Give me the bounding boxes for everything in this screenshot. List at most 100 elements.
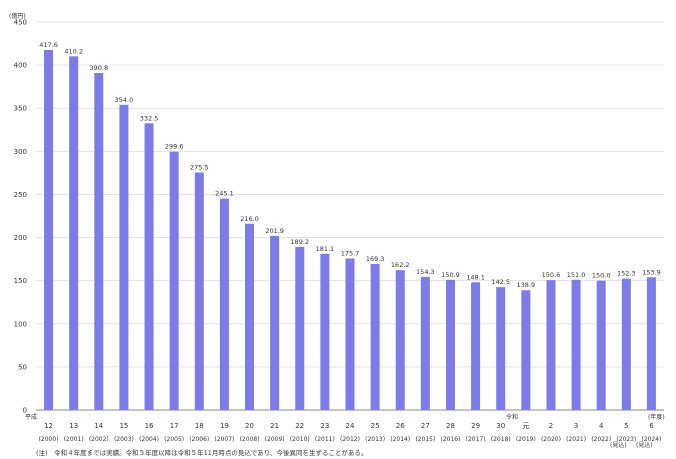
footnote: (注) 令和４年度までは実績。令和５年度以降は令和５年11月時点の見込であり、今… bbox=[36, 448, 368, 457]
x-tick-label: 18 bbox=[195, 422, 204, 430]
y-tick-label: 300 bbox=[14, 148, 27, 156]
data-label: 169.3 bbox=[366, 255, 385, 263]
data-label: 245.1 bbox=[215, 190, 234, 198]
x-year-label: (2005) bbox=[164, 436, 184, 443]
x-year-label: (2011) bbox=[315, 436, 335, 443]
x-tick-label: 6 bbox=[649, 422, 654, 430]
x-tick-label: 29 bbox=[471, 422, 480, 430]
x-year-label: (2018) bbox=[491, 436, 511, 443]
bar bbox=[445, 279, 455, 410]
data-label: 154.3 bbox=[416, 268, 435, 276]
data-label: 175.7 bbox=[341, 250, 360, 258]
bar bbox=[295, 246, 305, 410]
data-label: 201.9 bbox=[265, 227, 284, 235]
x-tick-label: 20 bbox=[245, 422, 254, 430]
data-label: 299.6 bbox=[165, 143, 184, 151]
data-label: 150.6 bbox=[542, 271, 561, 279]
data-label: 142.5 bbox=[491, 278, 510, 286]
estimate-mark-2023: (見込) bbox=[610, 441, 627, 449]
bar bbox=[119, 104, 129, 411]
x-tick-label: 22 bbox=[295, 422, 304, 430]
x-tick-label: 2 bbox=[549, 422, 553, 430]
bar bbox=[245, 223, 255, 410]
x-year-label: (2019) bbox=[516, 436, 536, 443]
gridlines bbox=[36, 21, 664, 411]
y-tick-label: 0 bbox=[23, 407, 27, 415]
data-label: 181.1 bbox=[316, 245, 335, 253]
bars: 417.6 410.2 390.8 354.0 332.5 299.6 275.5 245.1… bbox=[39, 41, 661, 411]
bar bbox=[621, 278, 631, 410]
x-year-label: (2016) bbox=[441, 436, 461, 443]
data-label: 390.8 bbox=[89, 64, 108, 72]
bar bbox=[169, 151, 179, 410]
x-year-label: (2006) bbox=[189, 436, 209, 443]
bar bbox=[270, 235, 280, 410]
x-tick-label: 12 bbox=[44, 422, 53, 430]
x-tick-label: 元 bbox=[522, 422, 529, 430]
x-year-label: (2022) bbox=[591, 436, 611, 443]
bar bbox=[496, 287, 506, 410]
era-label-reiwa: 令和 bbox=[506, 413, 518, 421]
era-label-heisei: 平成 bbox=[25, 413, 37, 421]
x-tick-label: 26 bbox=[396, 422, 405, 430]
data-label: 151.0 bbox=[567, 271, 586, 279]
x-tick-label: 3 bbox=[574, 422, 578, 430]
x-year-label: (2023) bbox=[616, 436, 636, 443]
y-tick-label: 350 bbox=[14, 105, 27, 113]
data-label: 138.9 bbox=[517, 281, 536, 289]
data-label: 216.0 bbox=[240, 215, 259, 223]
x-year-label: (2024) bbox=[641, 436, 661, 443]
data-label: 152.3 bbox=[617, 270, 636, 278]
data-label: 417.6 bbox=[39, 41, 58, 49]
x-tick-label: 30 bbox=[496, 422, 505, 430]
x-year-label: (2010) bbox=[290, 436, 310, 443]
bar bbox=[546, 280, 556, 410]
x-tick-label: 23 bbox=[320, 422, 329, 430]
bar bbox=[44, 49, 54, 410]
data-label: 150.9 bbox=[441, 271, 460, 279]
data-label: 189.2 bbox=[290, 238, 309, 246]
y-tick-label: 50 bbox=[18, 363, 27, 371]
estimate-mark-2024: (見込) bbox=[636, 441, 653, 449]
y-tick-label: 100 bbox=[14, 320, 27, 328]
x-year-label: (2013) bbox=[365, 436, 385, 443]
y-axis-label: (億円) bbox=[9, 12, 26, 20]
x-tick-label: 21 bbox=[270, 422, 279, 430]
y-tick-label: 400 bbox=[14, 62, 27, 70]
bar bbox=[219, 198, 229, 410]
x-year-label: (2021) bbox=[566, 436, 586, 443]
x-tick-label: 17 bbox=[170, 422, 179, 430]
bar bbox=[144, 123, 154, 411]
x-year-label: (2002) bbox=[89, 436, 109, 443]
bar bbox=[571, 279, 581, 410]
bar bbox=[320, 253, 330, 410]
x-year-label: (2007) bbox=[214, 436, 234, 443]
x-tick-label: 5 bbox=[624, 422, 628, 430]
bar bbox=[521, 290, 531, 410]
bar bbox=[395, 270, 405, 410]
y-tick-label: 150 bbox=[14, 277, 27, 285]
x-tick-label: 16 bbox=[145, 422, 154, 430]
bar bbox=[345, 258, 355, 410]
data-label: 354.0 bbox=[115, 96, 134, 104]
y-axis-ticks: 0 50 100 150 200 250 300 350 400 450 bbox=[14, 19, 27, 415]
x-year-label: (2009) bbox=[265, 436, 285, 443]
data-label: 332.5 bbox=[140, 114, 159, 122]
x-tick-label: 19 bbox=[220, 422, 229, 430]
data-label: 410.2 bbox=[64, 47, 83, 55]
bar bbox=[420, 276, 430, 410]
y-tick-label: 200 bbox=[14, 234, 27, 242]
x-year-label: (2015) bbox=[415, 436, 435, 443]
x-year-label: (2003) bbox=[114, 436, 134, 443]
x-year-label: (2014) bbox=[390, 436, 410, 443]
x-year-label: (2017) bbox=[466, 436, 486, 443]
y-tick-label: 450 bbox=[14, 19, 27, 27]
bar bbox=[370, 264, 380, 410]
data-label: 148.1 bbox=[466, 273, 485, 281]
y-tick-label: 250 bbox=[14, 191, 27, 199]
x-axis-ticks: 12 (2000) 13 (2001) 14 (2002) 15 (2003) 16 (2004)… bbox=[39, 422, 662, 443]
x-axis-unit: (年度) bbox=[648, 413, 665, 421]
bar bbox=[471, 282, 481, 410]
x-tick-label: 13 bbox=[69, 422, 78, 430]
